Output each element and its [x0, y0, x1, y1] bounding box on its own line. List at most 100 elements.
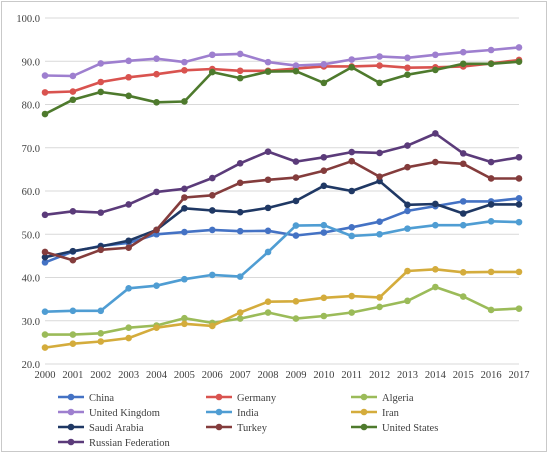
- legend-swatch-marker: [67, 408, 75, 416]
- data-point: [376, 62, 383, 69]
- data-point: [264, 309, 272, 316]
- data-point: [236, 67, 244, 75]
- data-point: [515, 175, 523, 182]
- legend-item: Saudi Arabia: [58, 423, 144, 434]
- data-point: [69, 88, 77, 95]
- data-point: [348, 232, 356, 240]
- data-point: [348, 157, 356, 165]
- series-india: [41, 217, 523, 315]
- data-point: [376, 149, 383, 157]
- data-point: [404, 297, 411, 305]
- legend-label: Germany: [237, 393, 277, 404]
- data-point: [181, 314, 188, 322]
- data-point: [404, 64, 411, 72]
- data-point: [292, 174, 300, 181]
- data-point: [153, 99, 160, 106]
- data-point: [69, 307, 77, 315]
- y-tick-label: 70.0: [22, 144, 40, 155]
- data-point: [41, 248, 49, 256]
- x-tick-label: 2006: [202, 370, 223, 381]
- data-point: [153, 226, 160, 234]
- data-point: [404, 142, 411, 149]
- series-line: [44, 220, 520, 313]
- data-point: [487, 46, 495, 54]
- series-algeria: [41, 283, 523, 338]
- data-point: [487, 201, 495, 208]
- data-point: [348, 292, 356, 300]
- data-point: [292, 197, 300, 205]
- data-point: [376, 303, 383, 311]
- x-tick-label: 2000: [35, 370, 56, 381]
- data-point: [69, 96, 77, 104]
- data-point: [236, 208, 244, 216]
- data-point: [320, 153, 328, 161]
- data-point: [264, 176, 272, 184]
- data-point: [320, 294, 328, 302]
- data-point: [97, 246, 105, 254]
- data-point: [348, 187, 356, 195]
- data-point: [236, 160, 244, 167]
- data-point: [125, 237, 132, 245]
- y-tick-label: 100.0: [16, 14, 40, 25]
- data-point: [404, 225, 411, 232]
- data-point: [181, 320, 188, 328]
- data-point: [208, 322, 216, 330]
- data-point: [292, 315, 300, 322]
- data-point: [69, 331, 77, 338]
- legend-swatch-marker: [360, 393, 368, 401]
- series-lines: [41, 44, 523, 351]
- data-point: [459, 293, 467, 300]
- data-point: [181, 98, 188, 105]
- data-point: [97, 307, 105, 315]
- data-point: [487, 175, 495, 182]
- x-tick-label: 2016: [481, 370, 502, 381]
- series-line: [44, 159, 519, 262]
- data-point: [236, 74, 244, 82]
- data-point: [432, 283, 439, 291]
- data-point: [125, 334, 132, 342]
- data-point: [432, 265, 439, 273]
- data-point: [432, 51, 439, 59]
- data-point: [41, 72, 49, 79]
- y-axis-ticks: 20.0 30.0 40.0 50.0 60.0 70.0 80.0 90.0 100.0: [16, 14, 40, 371]
- legend-item: Turkey: [206, 423, 268, 434]
- data-point: [404, 201, 411, 209]
- data-point: [292, 158, 300, 165]
- data-point: [459, 221, 467, 229]
- data-point: [515, 153, 523, 161]
- data-point: [515, 44, 523, 51]
- legend-item: United States: [351, 423, 438, 434]
- data-point: [41, 259, 49, 266]
- data-point: [181, 228, 188, 236]
- data-point: [376, 218, 383, 226]
- y-tick-label: 90.0: [22, 57, 40, 68]
- data-point: [264, 204, 272, 212]
- data-point: [125, 324, 132, 331]
- data-point: [404, 71, 411, 78]
- data-point: [292, 222, 300, 229]
- data-point: [153, 282, 160, 290]
- legend: China Germany Algeria United Kingdom India Ir…: [58, 393, 438, 449]
- series-united-kingdom: [41, 44, 523, 80]
- data-point: [125, 244, 132, 251]
- series-turkey: [41, 157, 523, 264]
- data-point: [208, 207, 216, 214]
- data-point: [432, 130, 439, 137]
- data-point: [292, 232, 300, 239]
- data-point: [459, 150, 467, 157]
- legend-swatch-marker: [67, 423, 75, 431]
- data-point: [487, 60, 495, 68]
- data-point: [459, 48, 467, 56]
- legend-label: India: [237, 408, 259, 419]
- data-point: [97, 329, 105, 337]
- data-point: [236, 273, 244, 280]
- data-point: [348, 309, 356, 316]
- data-point: [69, 256, 77, 264]
- series-line: [44, 179, 519, 259]
- data-point: [376, 173, 383, 181]
- data-point: [376, 79, 383, 87]
- legend-swatch-marker: [215, 423, 223, 431]
- data-point: [41, 331, 49, 338]
- data-point: [208, 51, 216, 59]
